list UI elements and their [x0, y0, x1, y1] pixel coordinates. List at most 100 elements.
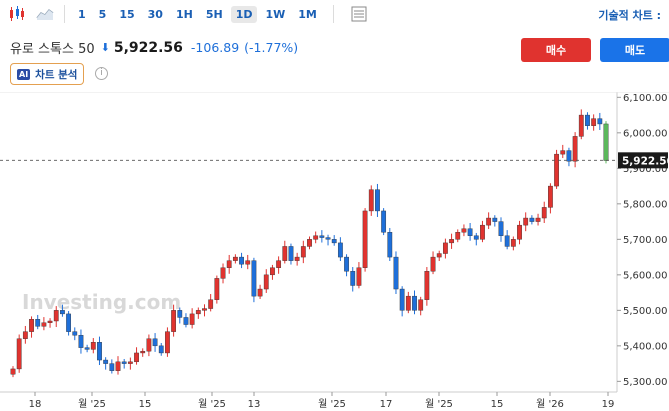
candle-body: [146, 338, 152, 352]
candle-body: [276, 260, 282, 268]
candle-body: [541, 207, 547, 219]
candle-body: [300, 246, 306, 258]
candle-body: [560, 150, 566, 155]
interval-1h[interactable]: 1H: [175, 7, 193, 21]
candle-body: [486, 217, 492, 226]
candle-body: [548, 185, 553, 208]
x-tick-label: 19: [602, 399, 615, 410]
candle-body: [554, 153, 559, 187]
candle-body: [585, 114, 590, 126]
candle-body: [109, 363, 115, 371]
interval-5h[interactable]: 5H: [205, 7, 223, 21]
technical-chart-link[interactable]: 기술적 차트 :: [598, 9, 661, 22]
y-tick-label: 6,000.00: [623, 128, 668, 139]
candle-body: [171, 310, 177, 332]
candle-body: [510, 239, 516, 247]
candle-body: [424, 271, 430, 300]
candle-body: [53, 310, 59, 322]
area-chart-icon[interactable]: [34, 4, 56, 24]
x-tick-label: 18: [29, 399, 42, 410]
buy-button[interactable]: 매수: [521, 38, 591, 62]
sell-button[interactable]: 매도: [600, 38, 669, 62]
candle-body: [319, 235, 325, 238]
candle-body: [245, 260, 251, 265]
interval-15[interactable]: 15: [119, 7, 135, 21]
interval-1d[interactable]: 1D: [230, 5, 258, 23]
info-icon[interactable]: i: [95, 67, 108, 80]
candle-body: [177, 310, 183, 318]
candle-body: [97, 342, 102, 361]
interval-5[interactable]: 5: [98, 7, 107, 21]
candle-body: [66, 313, 71, 332]
candle-body: [436, 253, 442, 258]
last-price-tag: [618, 152, 668, 169]
candle-body: [344, 256, 349, 272]
candle-body: [442, 242, 448, 254]
price-change: -106.89: [190, 40, 240, 55]
candle-body: [504, 235, 510, 247]
candle-body: [270, 267, 275, 276]
candlestick-icon[interactable]: [6, 4, 28, 24]
candle-body: [517, 224, 522, 240]
candle-body: [350, 271, 356, 286]
candle-body: [251, 260, 257, 297]
y-tick-label: 5,600.00: [623, 270, 668, 281]
candle-body: [60, 310, 65, 315]
price-chart[interactable]: Investing.com 6,100.00 6,000.00 5,900.00 5,8…: [0, 92, 669, 411]
interval-1w[interactable]: 1W: [265, 7, 286, 21]
x-tick-label: 월 '26: [536, 398, 564, 410]
candle-body: [597, 118, 603, 125]
interval-1[interactable]: 1: [78, 7, 86, 21]
candle-body: [214, 278, 220, 300]
candle-body: [523, 217, 529, 226]
candle-body: [572, 136, 578, 162]
x-tick-label: 월 '25: [425, 398, 453, 410]
candle-body: [202, 308, 207, 311]
candle-body: [381, 210, 387, 233]
candle-body: [47, 320, 53, 323]
candle-body: [84, 347, 90, 350]
ai-badge: AI: [17, 68, 31, 80]
y-tick-label: 5,700.00: [623, 235, 668, 246]
candle-body: [603, 123, 609, 161]
candle-body: [492, 217, 498, 222]
y-tick-label: 6,100.00: [623, 93, 668, 104]
x-tick-label: 15: [139, 399, 152, 410]
last-price-label: 5,922.56: [622, 155, 669, 167]
candle-body: [189, 313, 195, 325]
interval-30[interactable]: 30: [147, 7, 163, 21]
divider: [64, 5, 65, 23]
y-tick-label: 5,900.00: [623, 164, 668, 175]
investing-watermark: Investing.com: [22, 290, 181, 314]
candle-body: [226, 260, 232, 268]
arrow-down-icon: ⬇: [100, 41, 110, 54]
candle-body: [72, 331, 78, 336]
candle-body: [461, 228, 467, 233]
candle-body: [195, 310, 201, 315]
candle-body: [78, 334, 84, 348]
chart-toolbar: 1 5 15 30 1H 5H 1D 1W 1M 기술적 차트 :: [0, 0, 669, 28]
candle-body: [387, 232, 393, 258]
x-tick-label: 13: [248, 399, 261, 410]
candle-body: [331, 239, 337, 244]
y-tick-label: 5,300.00: [623, 377, 668, 388]
candle-body: [103, 359, 109, 364]
candle-body: [121, 361, 127, 364]
indicators-icon[interactable]: [348, 4, 370, 24]
chart-analysis-label: 차트 분석: [35, 68, 78, 81]
divider: [332, 5, 334, 23]
candle-body: [529, 217, 535, 222]
candle-body: [362, 210, 368, 268]
candle-body: [140, 350, 146, 354]
chart-analysis-button[interactable]: AI 차트 분석: [10, 63, 85, 85]
candle-body: [473, 235, 479, 240]
candle-body: [356, 267, 362, 286]
y-tick-label: 5,800.00: [623, 199, 668, 210]
interval-group: 1 5 15 30 1H 5H 1D 1W 1M: [73, 5, 325, 23]
candle-body: [498, 221, 504, 236]
candle-body: [405, 295, 411, 311]
candle-body: [29, 319, 34, 332]
candle-body: [183, 317, 189, 325]
interval-1m[interactable]: 1M: [298, 7, 317, 21]
candle-body: [578, 114, 584, 137]
